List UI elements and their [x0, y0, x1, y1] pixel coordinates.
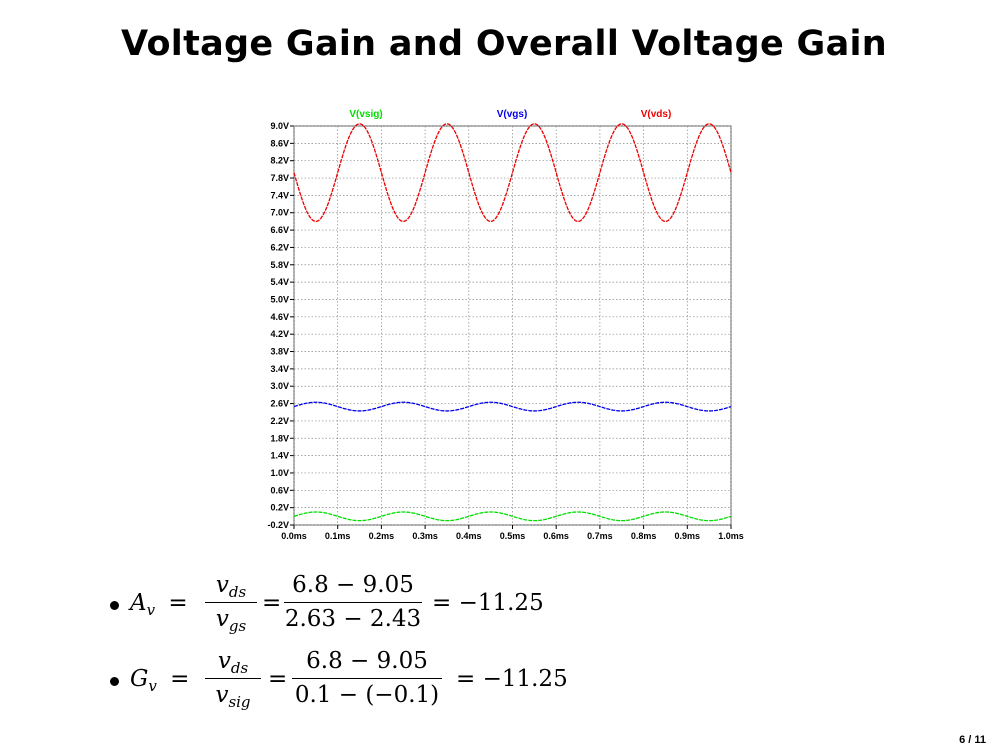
- bullet-av: [110, 601, 119, 610]
- y-tick-label: 2.2V: [270, 416, 289, 426]
- plot-grid: [290, 125, 732, 529]
- y-tick-label: 9.0V: [270, 121, 289, 131]
- y-tick-label: 7.0V: [270, 208, 289, 218]
- y-tick-label: 6.2V: [270, 242, 289, 252]
- y-tick-label: 3.8V: [270, 347, 289, 357]
- legend-label: V(vsig): [349, 109, 382, 120]
- av-ratio-den: v: [215, 606, 229, 632]
- gv-ratio-num-sub: ds: [230, 659, 249, 677]
- y-tick-label: 8.2V: [270, 156, 289, 166]
- x-tick-label: 0.8ms: [631, 531, 657, 541]
- gv-denominator: 0.1 − (−0.1): [294, 682, 440, 708]
- gv-ratio-fraction: vds vsig: [205, 648, 261, 711]
- legend-label: V(vgs): [497, 109, 528, 120]
- x-tick-label: 0.7ms: [587, 531, 613, 541]
- gv-lhs-sub: v: [148, 677, 157, 695]
- trace-vvsig: [293, 511, 732, 522]
- gv-ratio-num: v: [217, 648, 231, 674]
- x-tick-label: 0.5ms: [500, 531, 526, 541]
- x-tick-label: 0.2ms: [369, 531, 395, 541]
- gv-eq-sign: =: [268, 666, 288, 692]
- y-tick-label: 4.6V: [270, 312, 289, 322]
- av-value-fraction: 6.8 − 9.05 2.63 − 2.43: [284, 572, 422, 632]
- av-numerator: 6.8 − 9.05: [292, 572, 414, 598]
- av-ratio-num: v: [215, 572, 229, 598]
- legend-label: V(vds): [641, 109, 672, 120]
- y-tick-label: 0.2V: [270, 503, 289, 513]
- x-tick-label: 0.6ms: [543, 531, 569, 541]
- av-ratio-num-sub: ds: [228, 583, 247, 601]
- y-tick-label: 7.4V: [270, 190, 289, 200]
- y-tick-label: 7.8V: [270, 173, 289, 183]
- y-tick-label: 3.4V: [270, 364, 289, 374]
- av-ratio-fraction: vds vgs: [205, 572, 257, 635]
- av-lhs-sub: v: [146, 601, 156, 619]
- y-tick-label: 1.4V: [270, 451, 289, 461]
- y-tick-label: 4.2V: [270, 329, 289, 339]
- y-tick-label: 0.6V: [270, 485, 289, 495]
- y-tick-label: 5.4V: [270, 277, 289, 287]
- gv-numerator: 6.8 − 9.05: [306, 648, 428, 674]
- y-tick-label: 1.8V: [270, 433, 289, 443]
- y-tick-label: 2.6V: [270, 399, 289, 409]
- gv-lhs-symbol: G: [130, 666, 149, 692]
- waveform-plot: V(vsig) V(vgs) V(vds) 9.0V 8.6V 8.2V 7.8V 7.4V…: [267, 109, 743, 541]
- gv-ratio-den: v: [215, 682, 229, 708]
- gv-lhs: Gv =: [130, 666, 190, 695]
- page-number: 6 / 11: [959, 734, 986, 746]
- y-tick-label: 5.8V: [270, 260, 289, 270]
- y-tick-label: 6.6V: [270, 225, 289, 235]
- y-tick-label: 5.0V: [270, 294, 289, 304]
- bullet-gv: [110, 677, 119, 686]
- av-eq-sign: =: [262, 590, 282, 616]
- x-tick-label: 0.0ms: [281, 531, 307, 541]
- x-tick-label: 0.9ms: [675, 531, 701, 541]
- av-lhs: Av =: [130, 590, 188, 619]
- gv-value-fraction: 6.8 − 9.05 0.1 − (−0.1): [292, 648, 442, 708]
- trace-vvgs: [293, 401, 732, 412]
- gv-ratio-den-sub: sig: [228, 693, 251, 711]
- y-tick-label: 8.6V: [270, 138, 289, 148]
- av-ratio-den-sub: gs: [228, 617, 247, 635]
- gv-result: = −11.25: [456, 666, 568, 692]
- y-tick-label: 3.0V: [270, 381, 289, 391]
- x-tick-label: 0.4ms: [456, 531, 482, 541]
- slide-title: Voltage Gain and Overall Voltage Gain: [120, 24, 888, 64]
- x-tick-label: 1.0ms: [718, 531, 744, 541]
- y-tick-label: 1.0V: [270, 468, 289, 478]
- traces: [293, 123, 732, 522]
- tick-labels: 9.0V 8.6V 8.2V 7.8V 7.4V 7.0V 6.6V 6.2V 5.8V 5.4V…: [267, 121, 743, 541]
- trace-vvds: [293, 123, 732, 223]
- av-lhs-symbol: A: [130, 590, 147, 616]
- x-tick-label: 0.3ms: [412, 531, 438, 541]
- av-denominator: 2.63 − 2.43: [284, 606, 422, 632]
- x-tick-label: 0.1ms: [325, 531, 351, 541]
- y-tick-label: -0.2V: [267, 520, 289, 530]
- legend: V(vsig) V(vgs) V(vds): [349, 109, 671, 120]
- av-result: = −11.25: [432, 590, 544, 616]
